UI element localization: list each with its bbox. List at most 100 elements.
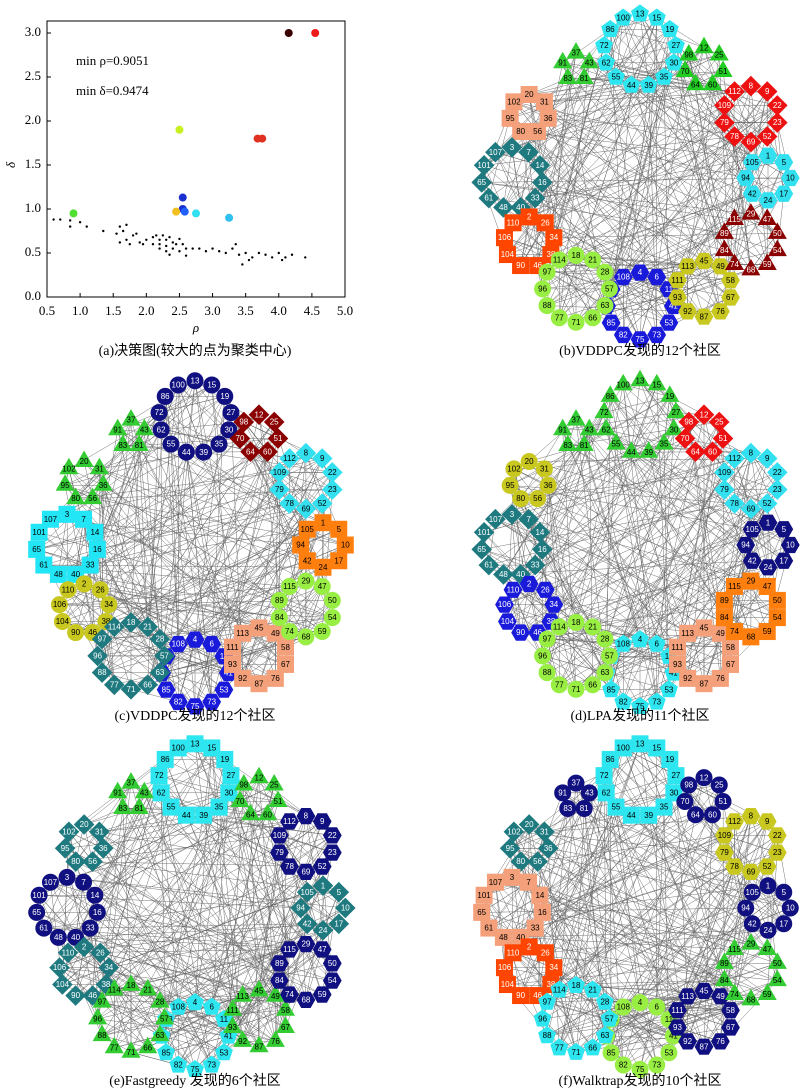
node	[268, 790, 288, 807]
node-label: 59	[763, 260, 772, 269]
edge	[99, 831, 307, 1001]
node	[270, 844, 289, 861]
edge	[164, 396, 187, 453]
edge	[677, 266, 721, 298]
y-tick-label: 2.0	[25, 112, 41, 127]
node-label: 1	[321, 881, 326, 890]
plot-frame	[46, 20, 346, 298]
edge	[559, 279, 678, 319]
node-label: 94	[741, 174, 750, 183]
node-label: 46	[88, 991, 97, 1000]
node-label: 69	[301, 505, 310, 514]
node	[534, 280, 552, 298]
node-label: 84	[720, 613, 729, 622]
node-label: 39	[644, 81, 653, 90]
node-label: 86	[606, 392, 615, 401]
node-label: 75	[191, 1065, 200, 1074]
edge	[39, 895, 301, 909]
node	[600, 1009, 619, 1027]
edge	[610, 396, 768, 587]
node-label: 23	[773, 485, 782, 494]
edge	[279, 949, 323, 981]
node-label: 6	[654, 273, 659, 282]
node-label: 12	[700, 410, 709, 419]
node-label: 14	[535, 891, 544, 900]
node	[766, 112, 788, 133]
node	[539, 476, 557, 494]
node-label: 110	[507, 948, 520, 957]
node	[312, 919, 334, 941]
node	[321, 479, 343, 500]
point	[125, 223, 128, 227]
node-label: 34	[549, 963, 558, 972]
edge	[603, 775, 607, 1037]
edge	[66, 877, 301, 909]
edge	[559, 814, 713, 1048]
node	[104, 1036, 124, 1054]
edge	[562, 429, 577, 690]
node-label: 97	[543, 998, 552, 1007]
node	[596, 263, 614, 281]
edge	[750, 86, 768, 265]
edge	[258, 835, 280, 992]
edge	[100, 952, 276, 997]
edge	[537, 835, 725, 862]
node	[694, 982, 714, 1000]
node-label: 49	[716, 992, 725, 1001]
node-label: 23	[773, 848, 782, 857]
edge	[58, 775, 232, 938]
node-label: 24	[319, 926, 328, 935]
node-label: 96	[538, 1015, 547, 1024]
node-label: 100	[617, 744, 631, 753]
edge	[687, 266, 721, 312]
node	[471, 539, 493, 560]
node	[743, 915, 761, 933]
node	[49, 957, 70, 978]
node-label: 75	[636, 702, 645, 711]
network-panel: 13 15192730353944556272861003743818391203…	[28, 372, 354, 724]
x-axis-label: ρ	[192, 320, 199, 335]
edge	[509, 485, 705, 629]
edge	[161, 643, 212, 674]
caption: (d)LPA发现的11个社区	[571, 708, 710, 724]
edge	[539, 532, 612, 690]
edge	[656, 429, 675, 702]
node-label: 46	[533, 991, 542, 1000]
node-label: 88	[98, 1031, 107, 1040]
node-label: 79	[720, 118, 729, 127]
point	[138, 241, 141, 244]
edge	[712, 451, 752, 510]
node	[740, 75, 762, 97]
node-label: 59	[318, 990, 327, 999]
node-label: 28	[155, 998, 164, 1007]
node	[202, 1055, 221, 1073]
edge	[542, 912, 725, 964]
node	[58, 868, 76, 886]
node-label: 76	[271, 1037, 280, 1046]
node-label: 79	[720, 848, 729, 857]
caption: (b)VDDPC发现的12个社区	[559, 343, 721, 359]
node	[83, 487, 103, 505]
edge	[559, 989, 606, 1036]
node	[138, 1036, 158, 1054]
node-label: 15	[652, 744, 661, 753]
node	[535, 460, 553, 478]
point	[251, 256, 254, 259]
node	[75, 873, 93, 891]
edge	[639, 743, 649, 816]
node-label: 8	[749, 812, 754, 821]
node-label: 114	[553, 986, 566, 995]
edge	[50, 882, 76, 938]
node	[631, 1060, 649, 1078]
node	[257, 441, 278, 463]
node-label: 108	[172, 1003, 186, 1012]
node-label: 5	[782, 888, 787, 897]
node	[767, 827, 787, 844]
node	[150, 404, 168, 422]
edge	[542, 259, 593, 290]
node-label: 101	[477, 891, 491, 900]
point	[141, 243, 145, 246]
node-label: 108	[617, 640, 631, 649]
node-label: 85	[162, 1048, 171, 1057]
